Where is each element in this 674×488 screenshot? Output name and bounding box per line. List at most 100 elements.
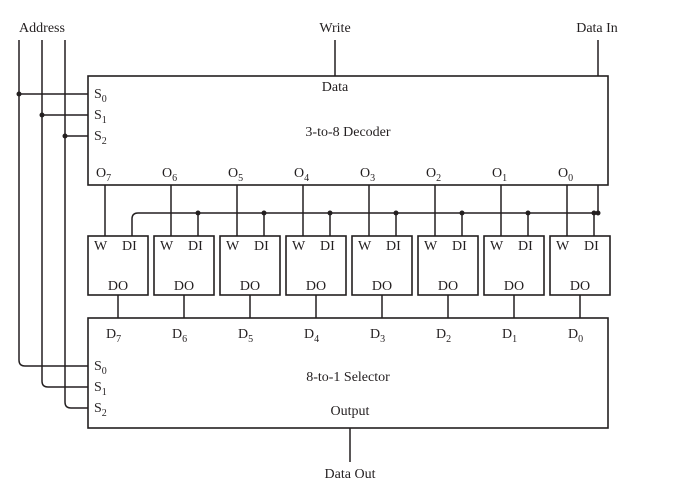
memory-cell-1 xyxy=(483,235,545,296)
decoder-output-o0-letter: O xyxy=(558,166,568,181)
cell-do-label: DO xyxy=(174,279,194,294)
cell-w-label: W xyxy=(226,239,240,254)
selector-input-d2-letter: D xyxy=(436,327,446,342)
junction-dot xyxy=(393,210,399,216)
selector-input-d3-letter: D xyxy=(370,327,380,342)
decoder-select-s2-letter: S xyxy=(94,129,102,144)
cell-di-label: DI xyxy=(122,239,137,254)
selector-input-d5-subscript: 5 xyxy=(248,334,253,345)
memory-cell-6 xyxy=(153,235,215,296)
selector-input-d2-subscript: 2 xyxy=(446,334,451,345)
junction-dot xyxy=(595,210,601,216)
junction-dot xyxy=(62,133,68,139)
decoder-select-s2: S2 xyxy=(94,129,107,147)
cell-di-label: DI xyxy=(254,239,269,254)
selector-input-d6: D6 xyxy=(172,327,187,345)
cell-w-label: W xyxy=(358,239,372,254)
cell-di-label: DI xyxy=(452,239,467,254)
decoder-output-o7-letter: O xyxy=(96,166,106,181)
selector-input-d4-subscript: 4 xyxy=(314,334,319,345)
decoder-output-o5: O5 xyxy=(228,166,243,184)
decoder-select-s0-letter: S xyxy=(94,87,102,102)
junction-dot xyxy=(261,210,267,216)
junction-dot xyxy=(525,210,531,216)
decoder-output-o1: O1 xyxy=(492,166,507,184)
decoder-output-o5-subscript: 5 xyxy=(238,173,243,184)
cell-w-label: W xyxy=(490,239,504,254)
selector-input-d5-letter: D xyxy=(238,327,248,342)
selector-input-d7-subscript: 7 xyxy=(116,334,121,345)
decoder-output-o0-subscript: 0 xyxy=(568,173,573,184)
decoder-output-o4-subscript: 4 xyxy=(304,173,309,184)
selector-input-d2: D2 xyxy=(436,327,451,345)
cell-di-label: DI xyxy=(386,239,401,254)
decoder-output-o3-letter: O xyxy=(360,166,370,181)
cell-di-label: DI xyxy=(320,239,335,254)
memory-cell-3 xyxy=(351,235,413,296)
decoder-output-o2-letter: O xyxy=(426,166,436,181)
junction-dot xyxy=(16,91,22,97)
decoder-output-o3-subscript: 3 xyxy=(370,173,375,184)
selector-input-d7-letter: D xyxy=(106,327,116,342)
decoder-output-o7: O7 xyxy=(96,166,111,184)
decoder-select-s0-subscript: 0 xyxy=(102,94,107,105)
decoder-output-o5-letter: O xyxy=(228,166,238,181)
data-in-bus xyxy=(131,212,598,236)
selector-input-d1-letter: D xyxy=(502,327,512,342)
decoder-box xyxy=(87,75,609,186)
selector-input-d6-letter: D xyxy=(172,327,182,342)
decoder-select-s1-subscript: 1 xyxy=(102,115,107,126)
selector-select-s1-subscript: 1 xyxy=(102,387,107,398)
selector-select-s1: S1 xyxy=(94,380,107,398)
selector-select-s0-letter: S xyxy=(94,359,102,374)
selector-input-d3: D3 xyxy=(370,327,385,345)
decoder-output-o2-subscript: 2 xyxy=(436,173,441,184)
cell-do-label: DO xyxy=(570,279,590,294)
cell-di-label: DI xyxy=(188,239,203,254)
cell-do-label: DO xyxy=(108,279,128,294)
data-out-label: Data Out xyxy=(325,467,376,482)
cell-do-label: DO xyxy=(438,279,458,294)
selector-input-d3-subscript: 3 xyxy=(380,334,385,345)
cell-di-label: DI xyxy=(518,239,533,254)
selector-select-s2-subscript: 2 xyxy=(102,408,107,419)
address-line-s2 xyxy=(64,40,88,409)
decoder-select-s2-subscript: 2 xyxy=(102,136,107,147)
decoder-output-o6: O6 xyxy=(162,166,177,184)
decoder-output-o6-letter: O xyxy=(162,166,172,181)
decoder-select-s0: S0 xyxy=(94,87,107,105)
selector-output-label: Output xyxy=(331,404,370,419)
cell-w-label: W xyxy=(160,239,174,254)
decoder-output-o6-subscript: 6 xyxy=(172,173,177,184)
memory-cell-2 xyxy=(417,235,479,296)
memory-cell-4 xyxy=(285,235,347,296)
decoder-output-o1-letter: O xyxy=(492,166,502,181)
junction-dot xyxy=(591,210,597,216)
selector-select-s2: S2 xyxy=(94,401,107,419)
junction-dot xyxy=(195,210,201,216)
cell-w-label: W xyxy=(556,239,570,254)
selector-input-d6-subscript: 6 xyxy=(182,334,187,345)
cell-w-label: W xyxy=(424,239,438,254)
address-label: Address xyxy=(19,21,65,36)
decoder-output-o3: O3 xyxy=(360,166,375,184)
data-in-label: Data In xyxy=(576,21,618,36)
decoder-output-o7-subscript: 7 xyxy=(106,173,111,184)
cell-do-label: DO xyxy=(504,279,524,294)
selector-input-d0: D0 xyxy=(568,327,583,345)
decoder-output-o4: O4 xyxy=(294,166,309,184)
junction-dot xyxy=(459,210,465,216)
memory-cell-7 xyxy=(87,235,149,296)
selector-select-s2-letter: S xyxy=(94,401,102,416)
selector-input-d0-letter: D xyxy=(568,327,578,342)
decoder-output-o2: O2 xyxy=(426,166,441,184)
selector-select-s1-letter: S xyxy=(94,380,102,395)
decoder-output-o0: O0 xyxy=(558,166,573,184)
cell-di-label: DI xyxy=(584,239,599,254)
decoder-title: 3-to-8 Decoder xyxy=(305,125,390,140)
cell-do-label: DO xyxy=(306,279,326,294)
memory-cell-5 xyxy=(219,235,281,296)
selector-input-d0-subscript: 0 xyxy=(578,334,583,345)
junction-dot xyxy=(327,210,333,216)
